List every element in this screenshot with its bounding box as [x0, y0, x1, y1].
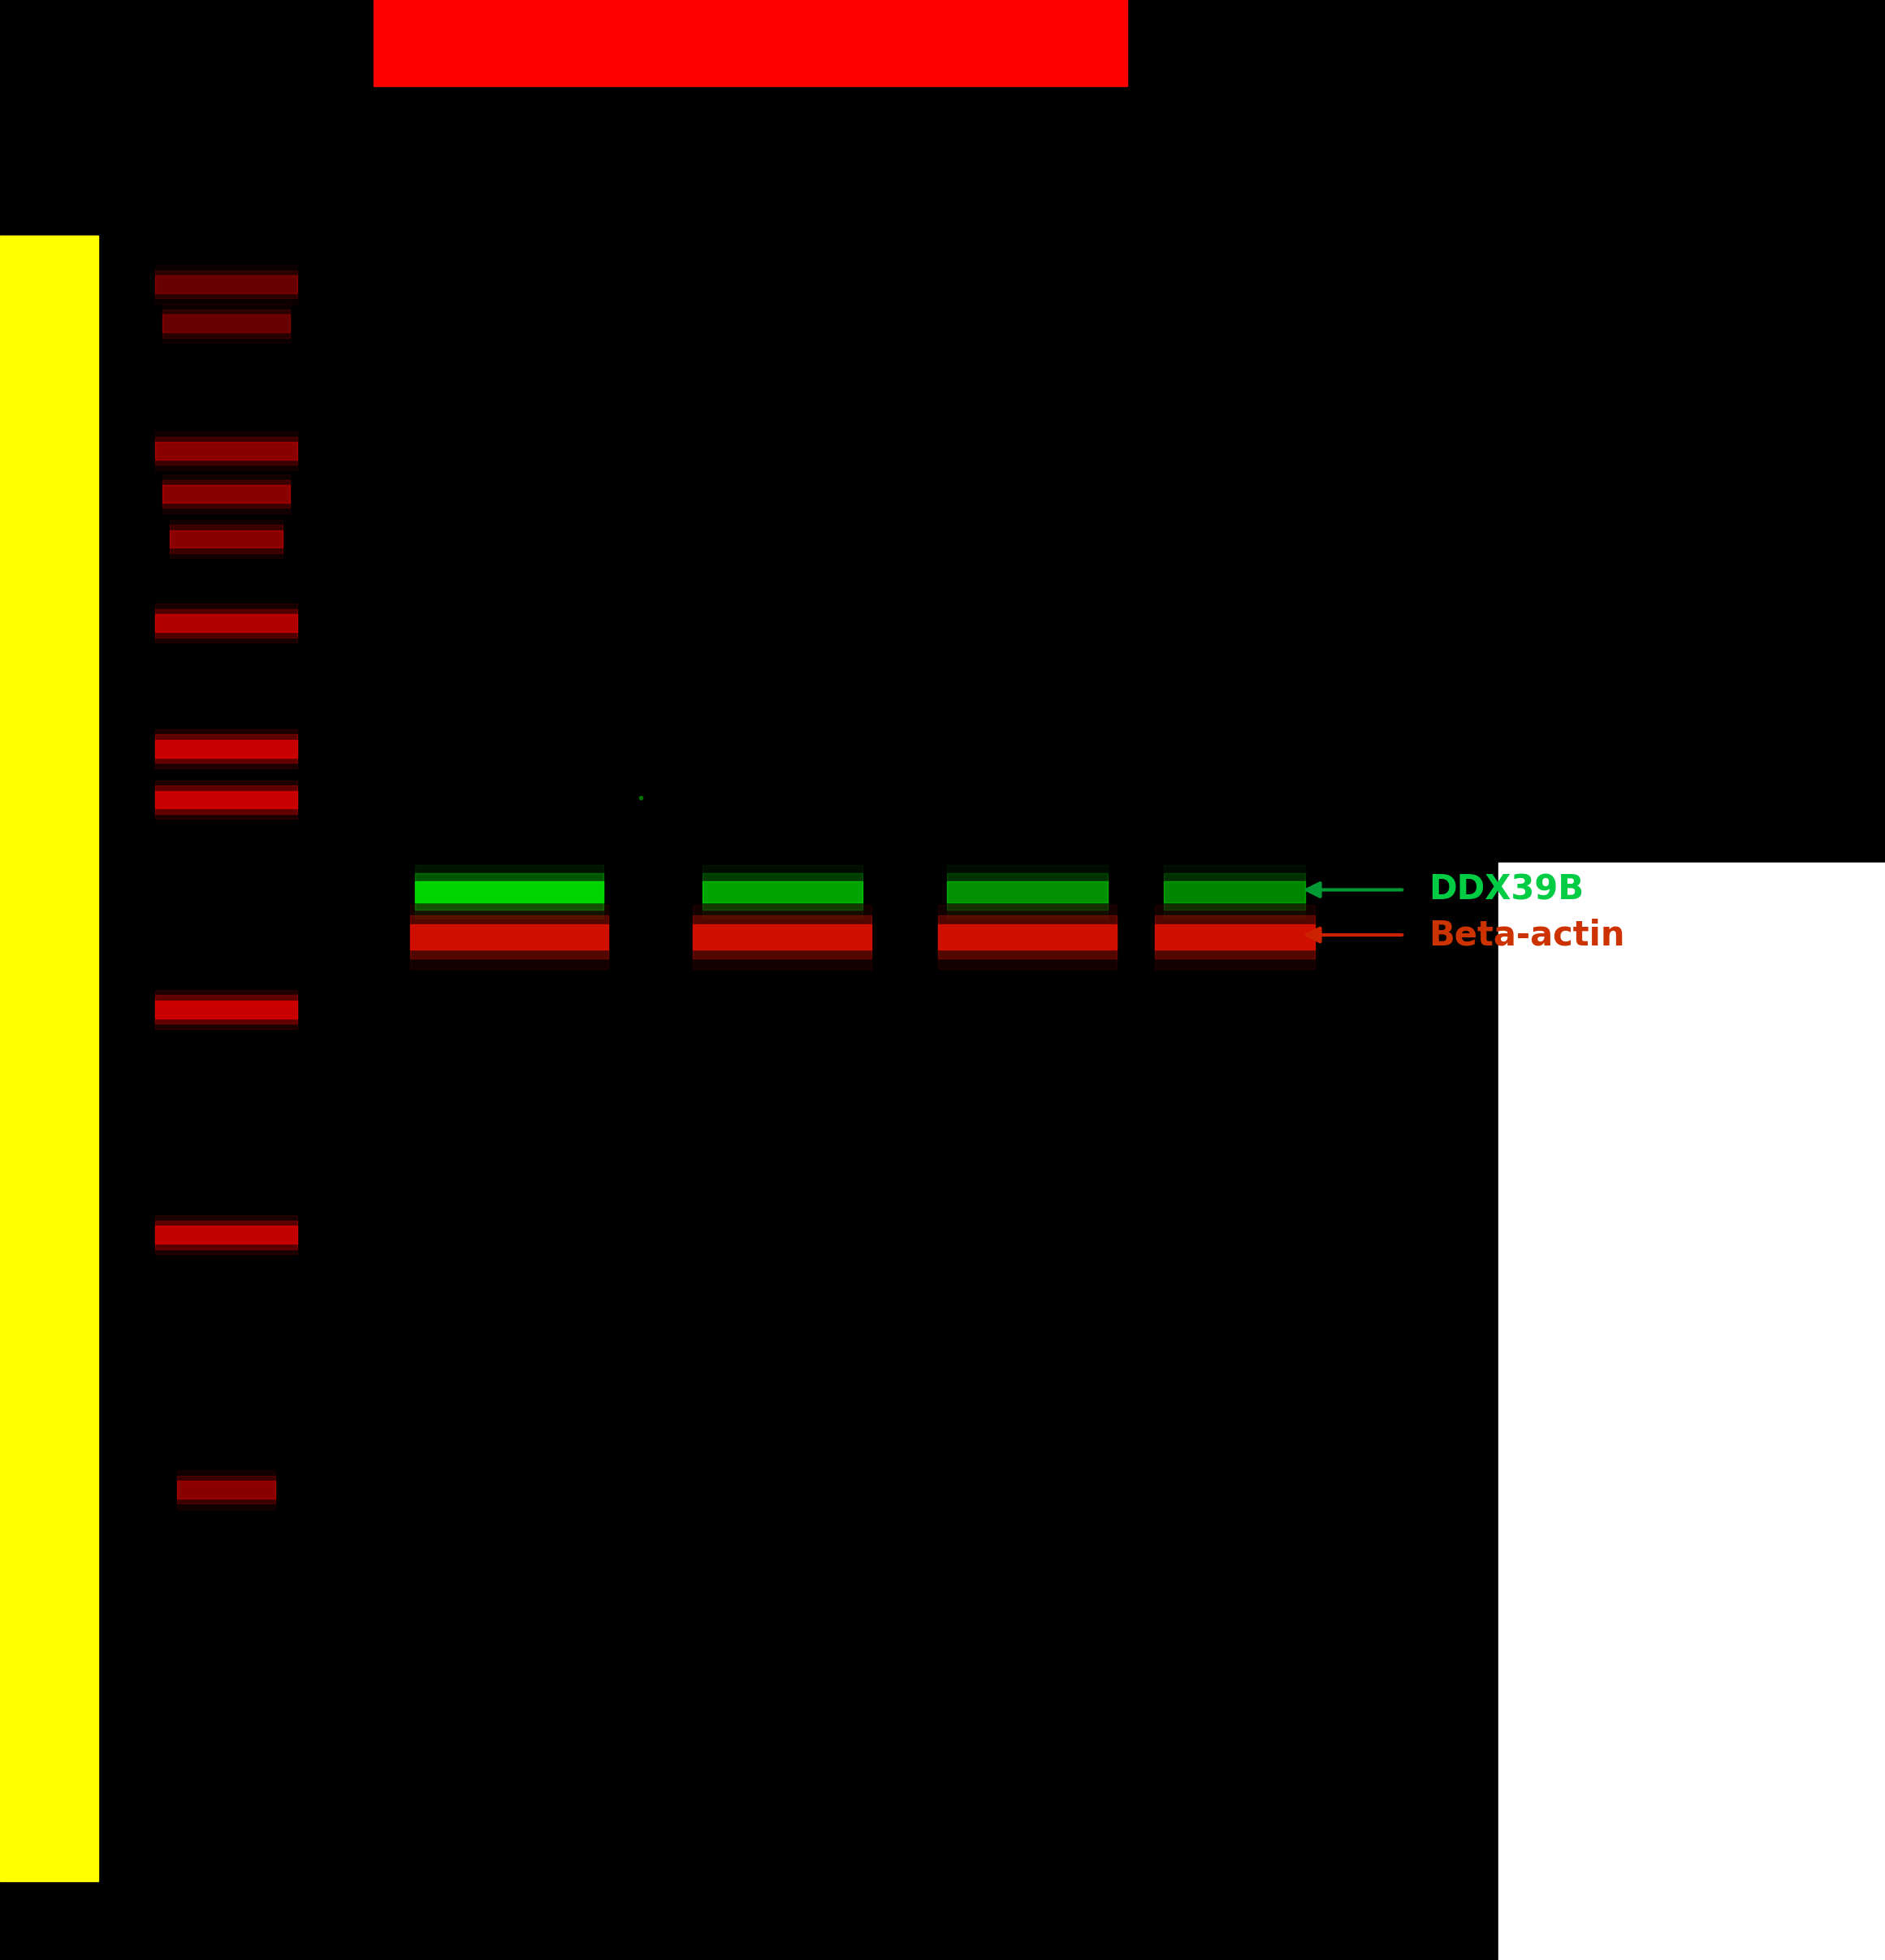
Bar [155, 739, 296, 757]
Bar [162, 310, 290, 337]
Bar [155, 437, 296, 465]
Bar [1154, 906, 1316, 968]
Bar [948, 864, 1108, 919]
Bar [1165, 864, 1304, 919]
Text: DDX39B: DDX39B [1429, 872, 1583, 907]
Bar [0, 235, 98, 1882]
Bar [155, 1215, 296, 1254]
Bar [155, 610, 296, 637]
Bar [948, 880, 1108, 902]
Bar [415, 874, 603, 909]
Bar [155, 729, 296, 768]
Bar [155, 276, 296, 294]
Bar [177, 1476, 275, 1503]
Bar [155, 270, 296, 298]
Bar [701, 880, 863, 902]
Bar [701, 874, 863, 909]
Bar [155, 990, 296, 1029]
Bar [939, 915, 1116, 958]
Bar [411, 906, 607, 968]
Bar [162, 474, 290, 514]
Bar [177, 1470, 275, 1509]
Bar [155, 1000, 296, 1019]
Bar [177, 1482, 275, 1499]
Bar [155, 786, 296, 813]
Bar [155, 996, 296, 1023]
Bar [170, 519, 283, 559]
Bar [1165, 874, 1304, 909]
Bar [162, 304, 290, 343]
Bar [162, 484, 290, 502]
Bar [162, 314, 290, 333]
Bar [155, 265, 296, 304]
Bar [170, 525, 283, 553]
Text: Beta-actin: Beta-actin [1429, 917, 1625, 953]
Bar [155, 790, 296, 808]
Bar [162, 480, 290, 508]
Bar [1154, 925, 1316, 949]
Bar [694, 915, 871, 958]
Bar [939, 925, 1116, 949]
Bar [155, 441, 296, 459]
Bar [415, 880, 603, 902]
Bar [155, 735, 296, 762]
Bar [1499, 862, 1885, 1960]
Bar [155, 431, 296, 470]
Bar [694, 906, 871, 968]
Bar [694, 925, 871, 949]
Bar [155, 604, 296, 643]
Bar [939, 906, 1116, 968]
Bar [155, 1221, 296, 1249]
Bar [415, 864, 603, 919]
Bar [155, 613, 296, 631]
Bar [948, 874, 1108, 909]
Bar [411, 915, 607, 958]
Bar [170, 529, 283, 547]
Bar [701, 864, 863, 919]
Bar [373, 0, 1127, 86]
Bar [1165, 880, 1304, 902]
Bar [155, 1227, 296, 1245]
Bar [411, 925, 607, 949]
Bar [1154, 915, 1316, 958]
Bar [155, 780, 296, 819]
